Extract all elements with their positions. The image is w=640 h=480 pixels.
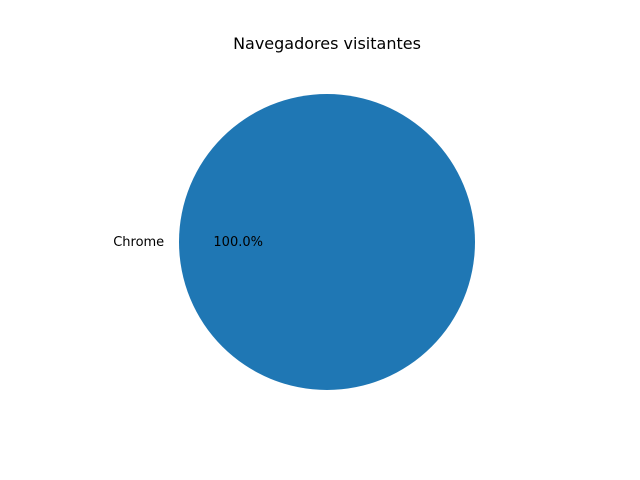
pie-category-label: Chrome: [113, 235, 164, 250]
pie-percent-label: 100.0%: [213, 235, 263, 250]
pie-slices: [179, 94, 475, 390]
pie-labels: Chrome 100.0%: [113, 235, 263, 250]
chart-title: Navegadores visitantes: [233, 34, 421, 53]
pie-slice-chrome: [179, 94, 475, 390]
